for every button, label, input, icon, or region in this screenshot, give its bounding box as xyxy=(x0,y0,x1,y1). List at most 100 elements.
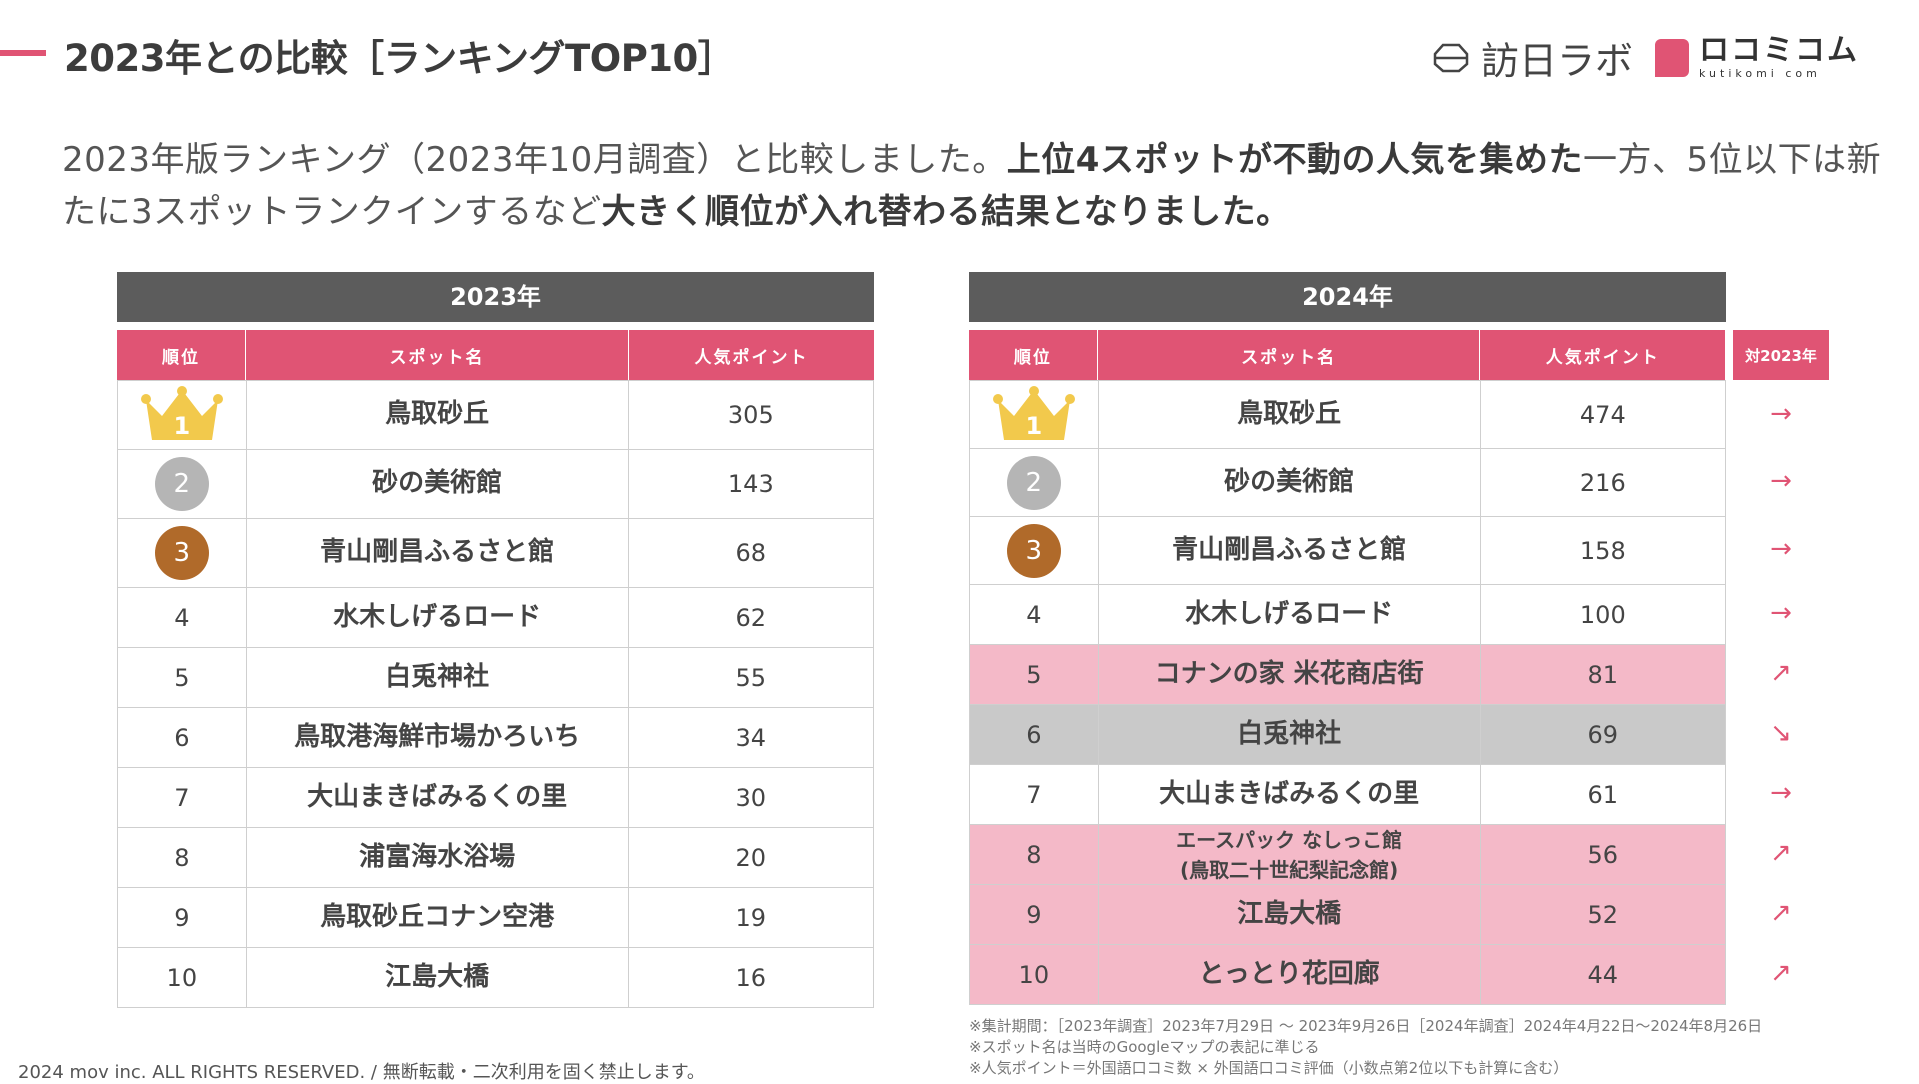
table-row: 8 エースパック なしっこ館 (鳥取二十世紀梨記念館) 56 xyxy=(970,824,1725,884)
spot-name-cell: 江島大橋 xyxy=(245,948,629,1007)
table-row: 9 江島大橋 52 xyxy=(970,884,1725,944)
title-accent-bar xyxy=(0,50,46,56)
col-header-points: 人気ポイント xyxy=(629,330,874,380)
rank-number: 1 xyxy=(173,412,191,440)
trend-up-arrow-icon: ↗ xyxy=(1770,837,1792,868)
points-cell: 81 xyxy=(1480,645,1725,704)
copyright-text: 2024 mov inc. ALL RIGHTS RESERVED. / 無断転… xyxy=(18,1062,705,1083)
points-cell: 61 xyxy=(1587,780,1619,809)
spot-name-cell: 青山剛昌ふるさと館 xyxy=(245,519,629,587)
table-row: 6 鳥取港海鮮市場かろいち 34 xyxy=(118,707,873,767)
table-row: 2 砂の美術館 216 xyxy=(970,448,1725,516)
table-2023-body: 1 鳥取砂丘 305 2 砂の美術館 143 3 青山剛昌ふるさと館 68 4 水木しげるロード 62… xyxy=(117,380,874,1008)
spot-name-cell: 水木しげるロード xyxy=(245,588,629,647)
intro-bold2: 大きく順位が入れ替わる結果となりました。 xyxy=(601,192,1291,232)
table-row: 1 鳥取砂丘 305 xyxy=(118,381,873,449)
table-2023-year-header: 2023年 xyxy=(117,272,874,322)
table-row: 10 とっとり花回廊 44 xyxy=(970,944,1725,1004)
spot-name-cell: 白兎神社 xyxy=(1097,705,1481,764)
rank-cell: 5 xyxy=(970,645,1098,704)
trend-same-arrow-icon: → xyxy=(1770,533,1792,564)
trend-same-arrow-icon: → xyxy=(1770,597,1792,628)
spot-name-cell: 江島大橋 xyxy=(1097,885,1481,944)
silver-medal-icon: 2 xyxy=(1006,455,1061,510)
intro-bold1: 上位4スポットが不動の人気を集めた xyxy=(1006,140,1583,180)
logo-area: 訪日ラボ ロコミコム kutikomi com xyxy=(1431,30,1859,85)
col-header-vs-2023: 対2023年 xyxy=(1733,330,1829,380)
points-cell: 69 xyxy=(1480,705,1725,764)
rank-cell: 10 xyxy=(166,963,198,992)
col-header-rank: 順位 xyxy=(117,330,245,380)
col-header-rank: 順位 xyxy=(969,330,1097,380)
footnotes: ※集計期間：［2023年調査］2023年7月29日 〜 2023年9月26日［2… xyxy=(969,1016,1762,1079)
intro-part2: 一方、5位以下は新たに3スポットランクインするなど xyxy=(62,140,1882,232)
table-2024-body: 1 鳥取砂丘 474 2 砂の美術館 216 3 青山剛昌ふるさと館 158 4 水木しげるロード 1… xyxy=(969,380,1726,1005)
table-row: 3 青山剛昌ふるさと館 158 xyxy=(970,516,1725,584)
trend-same-arrow-icon: → xyxy=(1770,465,1792,496)
table-2024-column-headers: 順位 スポット名 人気ポイント 対2023年 xyxy=(969,330,1829,380)
spot-name-line: (鳥取二十世紀梨記念館) xyxy=(1180,857,1399,882)
rank-cell: 6 xyxy=(970,705,1098,764)
houjin-lab-logo-text: 訪日ラボ xyxy=(1480,39,1633,83)
spot-name-cell: 青山剛昌ふるさと館 xyxy=(1097,517,1481,584)
points-cell: 16 xyxy=(735,963,767,992)
points-cell: 68 xyxy=(735,539,767,567)
rank-cell: 5 xyxy=(174,663,190,692)
col-header-points: 人気ポイント xyxy=(1480,330,1726,380)
table-row: 10 江島大橋 16 xyxy=(118,947,873,1007)
points-cell: 100 xyxy=(1579,600,1626,629)
table-row: 8 浦富海水浴場 20 xyxy=(118,827,873,887)
rank-cell: 2 xyxy=(118,450,246,518)
spot-name-cell: 砂の美術館 xyxy=(245,450,629,518)
spot-name-cell: 鳥取砂丘コナン空港 xyxy=(245,888,629,947)
footnote: ※集計期間：［2023年調査］2023年7月29日 〜 2023年9月26日［2… xyxy=(969,1017,1763,1035)
intro-part1: 2023年版ランキング（2023年10月調査）と比較しました。 xyxy=(62,140,1007,180)
spot-name-cell: 大山まきばみるくの里 xyxy=(245,768,629,827)
spot-name-cell: 鳥取砂丘 xyxy=(245,381,629,449)
table-row: 9 鳥取砂丘コナン空港 19 xyxy=(118,887,873,947)
kutikomi-logo-icon xyxy=(1655,38,1689,77)
points-cell: 216 xyxy=(1579,468,1626,497)
table-row: 6 白兎神社 69 xyxy=(970,704,1725,764)
points-cell: 143 xyxy=(727,470,774,498)
kutikomi-logo-text: ロコミコム xyxy=(1699,33,1859,68)
col-header-spot-name: スポット名 xyxy=(245,330,629,380)
rank-cell: 9 xyxy=(174,903,190,932)
spot-name-cell: 鳥取港海鮮市場かろいち xyxy=(245,708,629,767)
points-cell: 158 xyxy=(1579,536,1626,565)
spot-name-cell: 白兎神社 xyxy=(245,648,629,707)
kutikomi-logo-subtext: kutikomi com xyxy=(1699,67,1821,80)
rank-cell: 6 xyxy=(174,723,190,752)
points-cell: 19 xyxy=(735,903,767,932)
rank-cell: 7 xyxy=(1026,780,1042,809)
table-row: 7 大山まきばみるくの里 61 xyxy=(970,764,1725,824)
trend-up-arrow-icon: ↗ xyxy=(1770,897,1792,928)
bronze-medal-icon: 3 xyxy=(154,526,209,580)
points-cell: 55 xyxy=(735,663,767,692)
table-row: 7 大山まきばみるくの里 30 xyxy=(118,767,873,827)
rank-cell: 3 xyxy=(970,517,1098,584)
rank-cell: 8 xyxy=(970,825,1098,884)
rank-cell: 7 xyxy=(174,783,190,812)
ranking-table-2024: 2024年 順位 スポット名 人気ポイント 対2023年 1 鳥取砂丘 474 2 砂の… xyxy=(969,272,1829,1005)
gold-crown-icon: 1 xyxy=(992,385,1076,444)
rank-cell: 1 xyxy=(970,381,1098,448)
houjin-lab-logo-icon xyxy=(1433,43,1469,72)
table-row: 5 コナンの家 米花商店街 81 xyxy=(970,644,1725,704)
table-row: 4 水木しげるロード 62 xyxy=(118,587,873,647)
kutikomi-logo: ロコミコム kutikomi com xyxy=(1655,36,1859,79)
table-row: 4 水木しげるロード 100 xyxy=(970,584,1725,644)
spot-name-cell: 水木しげるロード xyxy=(1097,585,1481,644)
rank-cell: 2 xyxy=(970,449,1098,516)
bronze-medal-icon: 3 xyxy=(1006,523,1061,578)
spot-name-cell: コナンの家 米花商店街 xyxy=(1097,645,1481,704)
rank-cell: 8 xyxy=(174,843,190,872)
table-2024-year-header: 2024年 xyxy=(969,272,1726,322)
col-header-spot-name: スポット名 xyxy=(1096,330,1481,380)
spot-name-cell: とっとり花回廊 xyxy=(1097,945,1481,1004)
trend-same-arrow-icon: → xyxy=(1770,777,1792,808)
points-cell: 30 xyxy=(735,783,767,812)
table-row: 1 鳥取砂丘 474 xyxy=(970,381,1725,448)
rank-cell: 9 xyxy=(970,885,1098,944)
points-cell: 34 xyxy=(735,723,767,752)
